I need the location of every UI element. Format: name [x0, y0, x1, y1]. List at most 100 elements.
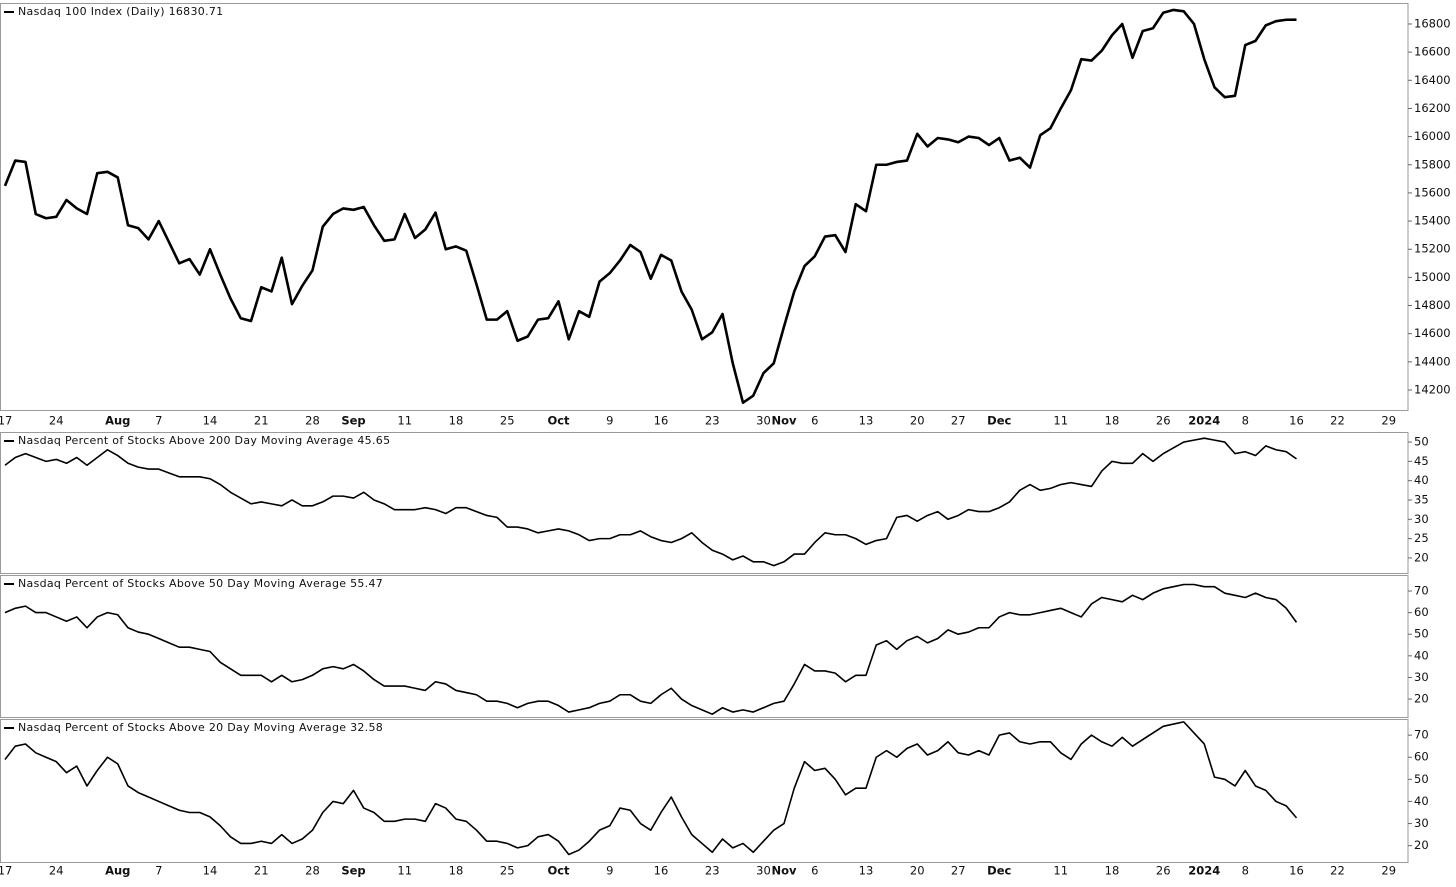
x-tick-label: 8	[1242, 414, 1249, 428]
x-tick-label: 2024	[1188, 864, 1220, 878]
y-tick-label: 14200	[1414, 383, 1451, 397]
price-line	[4, 583, 1298, 715]
x-tick-label: Oct	[547, 414, 570, 428]
x-tick-label: 17	[0, 414, 12, 428]
y-tick-label: 16400	[1414, 73, 1451, 87]
x-tick-label: 17	[0, 864, 12, 878]
x-tick-label: Nov	[771, 864, 797, 878]
y-tick-label: 30	[1414, 512, 1429, 526]
x-tick-label: 14	[203, 864, 218, 878]
x-tick-label: 21	[254, 864, 269, 878]
x-tick-label: Aug	[105, 864, 130, 878]
y-tick-label: 70	[1414, 583, 1429, 597]
panel-title: Nasdaq 100 Index (Daily) 16830.71	[18, 5, 223, 18]
x-tick-label: 18	[1105, 864, 1120, 878]
x-tick-label: 25	[500, 414, 515, 428]
x-tick-label: 22	[1330, 864, 1345, 878]
x-tick-label: 18	[449, 414, 464, 428]
y-tick-label: 70	[1414, 728, 1429, 742]
x-tick-label: 9	[606, 864, 613, 878]
x-tick-label: 14	[203, 414, 218, 428]
y-tick-label: 45	[1414, 454, 1429, 468]
x-tick-label: 29	[1381, 414, 1396, 428]
y-tick-label: 20	[1414, 692, 1429, 706]
y-tick-label: 14400	[1414, 354, 1451, 368]
x-tick-label: 7	[155, 864, 162, 878]
x-tick-label: 24	[49, 414, 64, 428]
x-tick-label: Dec	[987, 864, 1011, 878]
y-tick-label: 15200	[1414, 242, 1451, 256]
x-tick-label: 27	[951, 864, 966, 878]
panel-frame	[0, 575, 1409, 718]
y-tick-label: 15800	[1414, 157, 1451, 171]
x-tick-label: 30	[756, 414, 771, 428]
x-tick-label: 11	[1053, 414, 1068, 428]
y-tick-label: 14800	[1414, 298, 1451, 312]
y-tick-label: 60	[1414, 605, 1429, 619]
y-tick-label: 16000	[1414, 129, 1451, 143]
y-tick-label: 30	[1414, 670, 1429, 684]
y-tick-label: 60	[1414, 750, 1429, 764]
x-tick-label: 23	[705, 414, 720, 428]
x-tick-label: 11	[1053, 864, 1068, 878]
y-tick-label: 15400	[1414, 214, 1451, 228]
y-tick-label: 50	[1414, 772, 1429, 786]
x-tick-label: 26	[1156, 414, 1171, 428]
x-tick-label: 26	[1156, 864, 1171, 878]
panel-title: Nasdaq Percent of Stocks Above 20 Day Mo…	[18, 721, 383, 734]
x-tick-label: 11	[397, 414, 412, 428]
y-tick-label: 50	[1414, 627, 1429, 641]
panel-frame	[0, 719, 1409, 863]
x-tick-label: 28	[305, 864, 320, 878]
y-tick-label: 30	[1414, 816, 1429, 830]
x-tick-label: 16	[1289, 864, 1304, 878]
y-tick-label: 25	[1414, 531, 1429, 545]
x-tick-label: 16	[654, 414, 669, 428]
x-tick-label: 6	[811, 864, 818, 878]
y-tick-label: 20	[1414, 550, 1429, 564]
y-tick-label: 16800	[1414, 16, 1451, 30]
y-tick-label: 15600	[1414, 185, 1451, 199]
x-tick-label: Oct	[547, 864, 570, 878]
x-tick-label: Aug	[105, 414, 130, 428]
price-line	[4, 721, 1298, 856]
x-tick-label: 28	[305, 414, 320, 428]
x-tick-label: 16	[654, 864, 669, 878]
y-tick-label: 40	[1414, 794, 1429, 808]
x-tick-label: 2024	[1188, 414, 1220, 428]
x-tick-label: 8	[1242, 864, 1249, 878]
y-tick-label: 14600	[1414, 326, 1451, 340]
x-tick-label: 11	[397, 864, 412, 878]
y-tick-label: 40	[1414, 648, 1429, 662]
x-tick-label: 21	[254, 414, 269, 428]
panel-title: Nasdaq Percent of Stocks Above 50 Day Mo…	[18, 577, 383, 590]
panel-frame	[0, 3, 1409, 411]
x-tick-label: 13	[859, 864, 874, 878]
x-tick-label: 24	[49, 864, 64, 878]
y-tick-label: 16600	[1414, 45, 1451, 59]
x-tick-label: Nov	[771, 414, 797, 428]
y-tick-label: 16200	[1414, 101, 1451, 115]
x-tick-label: Sep	[341, 414, 365, 428]
x-tick-label: 7	[155, 414, 162, 428]
x-tick-label: 6	[811, 414, 818, 428]
x-tick-label: 16	[1289, 414, 1304, 428]
x-tick-label: 20	[910, 414, 925, 428]
y-tick-label: 50	[1414, 435, 1429, 449]
x-tick-label: 9	[606, 414, 613, 428]
y-tick-label: 40	[1414, 473, 1429, 487]
panel-title: Nasdaq Percent of Stocks Above 200 Day M…	[18, 434, 390, 447]
x-tick-label: 22	[1330, 414, 1345, 428]
x-tick-label: Dec	[987, 414, 1011, 428]
x-tick-label: 25	[500, 864, 515, 878]
y-tick-label: 15000	[1414, 270, 1451, 284]
x-tick-label: 27	[951, 414, 966, 428]
x-tick-label: 29	[1381, 864, 1396, 878]
x-tick-label: 20	[910, 864, 925, 878]
price-line	[4, 437, 1297, 567]
y-tick-label: 20	[1414, 838, 1429, 852]
panel-frame	[0, 432, 1409, 574]
x-tick-label: 18	[1105, 414, 1120, 428]
